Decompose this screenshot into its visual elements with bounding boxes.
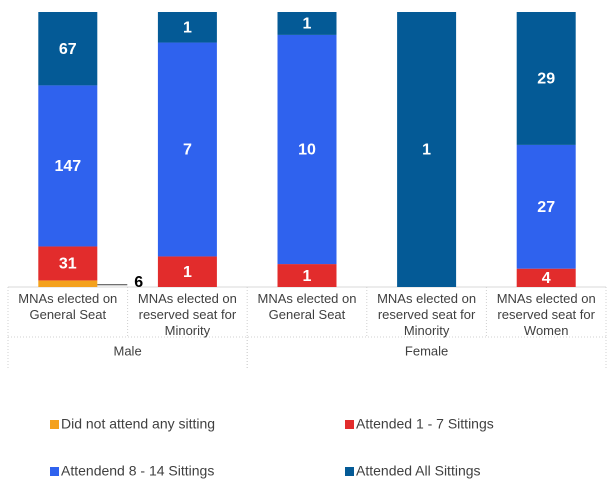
data-label: 1 [422,142,431,159]
data-label: 31 [59,256,77,273]
legend-swatch [345,467,354,476]
data-label: 27 [537,199,555,216]
bar-segment [516,144,576,269]
bar-segment [516,268,576,287]
x-tick-label: MNAs elected on General Seat [257,291,357,322]
bar-segment [277,264,337,287]
bar-segment [277,12,337,35]
legend-label: Attended 1 - 7 Sittings [356,416,494,432]
x-tick-label: MNAs elected on General Seat [18,291,118,322]
data-label: 6 [134,274,143,291]
data-label: 67 [59,41,77,58]
bar-segment [397,12,457,287]
legend-label: Attendend 8 - 14 Sittings [61,463,214,479]
bar-segment [38,12,98,86]
bar-segment [516,12,576,145]
x-tick-label: MNAs elected on reserved seat for Women [496,291,596,338]
bar-segment [38,85,98,247]
x-tick-label: MNAs elected on reserved seat for Minori… [377,291,477,338]
legend-label: Attended All Sittings [356,463,481,479]
data-label: 10 [298,142,316,159]
legend-label: Did not attend any sitting [61,416,215,432]
data-label: 29 [537,71,555,88]
bar-segment [157,42,217,257]
data-label: 1 [303,16,312,33]
data-label: 4 [542,270,551,287]
bar-segment [38,246,98,281]
data-label: 7 [183,142,192,159]
bar-segment [157,12,217,43]
x-tick-label: MNAs elected on reserved seat for Minori… [137,291,237,338]
group-label: Male [114,343,142,358]
data-label: 1 [183,19,192,36]
data-label: 147 [54,158,81,175]
bar-segment [157,256,217,287]
legend-swatch [50,420,59,429]
data-label: 1 [183,264,192,281]
bar-segment [277,34,337,265]
legend-swatch [50,467,59,476]
group-label: Female [405,343,448,358]
legend-swatch [345,420,354,429]
data-label: 1 [303,268,312,285]
bar-segment [38,280,98,287]
